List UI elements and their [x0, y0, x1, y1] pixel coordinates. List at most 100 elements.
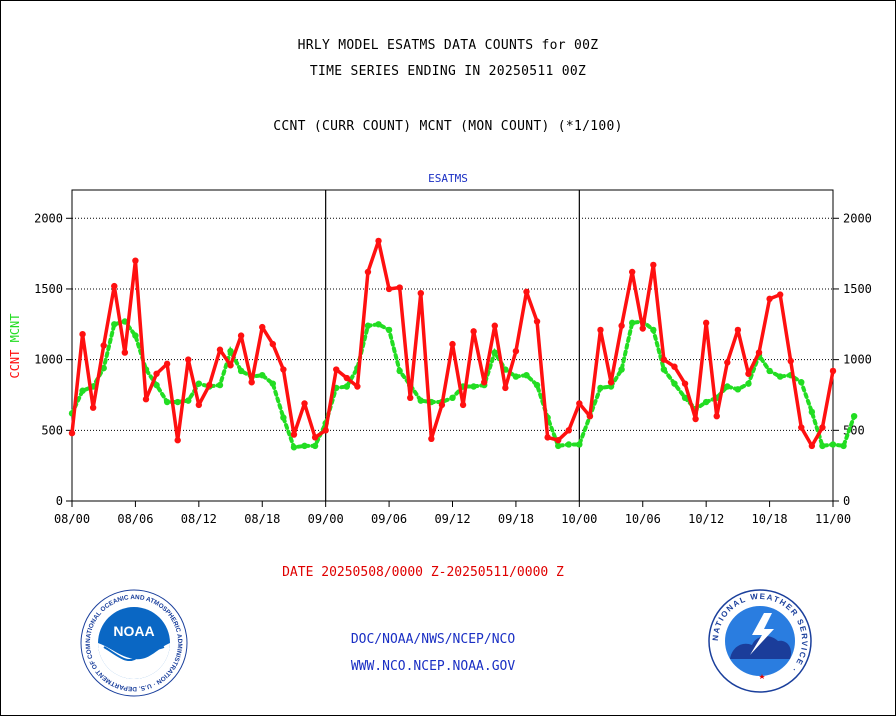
data-point-mcnt	[734, 386, 742, 393]
data-point-ccnt	[280, 366, 287, 373]
data-point-mcnt	[808, 408, 816, 416]
data-point-mcnt	[523, 371, 530, 379]
x-tick-label: 08/18	[244, 512, 280, 526]
data-point-ccnt	[237, 332, 245, 339]
data-point-ccnt	[502, 384, 509, 392]
data-point-ccnt	[79, 330, 86, 338]
data-point-ccnt	[639, 325, 646, 332]
data-point-mcnt	[597, 384, 604, 392]
data-point-ccnt	[100, 342, 107, 349]
data-point-mcnt	[491, 349, 498, 356]
chart-subtitle: CCNT (CURR COUNT) MCNT (MON COUNT) (*1/1…	[273, 119, 623, 134]
noaa-logo-text: NOAA	[113, 623, 154, 639]
data-point-ccnt	[533, 318, 541, 325]
data-point-ccnt	[407, 394, 414, 402]
data-point-ccnt	[333, 366, 340, 373]
data-point-mcnt	[216, 381, 224, 389]
x-tick-label: 10/00	[561, 512, 597, 526]
y-tick-label-right: 1500	[843, 282, 872, 296]
data-point-ccnt	[248, 379, 255, 386]
data-point-ccnt	[449, 340, 456, 348]
data-point-ccnt	[111, 282, 118, 290]
x-tick-label: 08/12	[181, 512, 217, 526]
data-point-ccnt	[618, 322, 625, 329]
x-tick-label: 09/06	[371, 512, 407, 526]
data-point-ccnt	[798, 424, 805, 431]
data-point-ccnt	[787, 357, 794, 365]
x-tick-label: 11/00	[815, 512, 851, 526]
x-tick-label: 08/06	[117, 512, 153, 526]
data-point-mcnt	[227, 347, 234, 355]
data-point-ccnt	[417, 289, 424, 297]
data-point-mcnt	[153, 381, 160, 389]
data-point-ccnt	[354, 383, 361, 390]
data-point-mcnt	[174, 398, 181, 406]
data-point-ccnt	[523, 288, 530, 295]
data-point-ccnt	[459, 401, 467, 409]
data-point-ccnt	[142, 396, 150, 403]
data-point-mcnt	[660, 366, 668, 373]
data-point-ccnt	[808, 442, 816, 450]
y-tick-label: 500	[41, 423, 63, 437]
data-point-ccnt	[597, 326, 604, 334]
y-axis-label: CCNT MCNT	[8, 313, 22, 378]
x-tick-label: 08/00	[54, 512, 90, 526]
data-point-ccnt	[322, 427, 329, 434]
data-point-ccnt	[628, 268, 636, 276]
data-point-mcnt	[850, 412, 858, 420]
noaa-logo: NATIONAL OCEANIC AND ATMOSPHERIC ADMINIS…	[80, 589, 188, 697]
data-point-mcnt	[301, 442, 308, 450]
data-point-ccnt	[195, 401, 203, 409]
data-point-mcnt	[79, 387, 86, 394]
data-point-ccnt	[428, 435, 435, 442]
data-point-ccnt	[692, 415, 699, 423]
date-range: DATE 20250508/0000 Z-20250511/0000 Z	[282, 565, 564, 580]
data-point-mcnt	[671, 380, 678, 387]
y-tick-label: 1500	[34, 282, 63, 296]
data-point-mcnt	[470, 383, 477, 390]
data-point-ccnt	[745, 370, 752, 377]
data-point-ccnt	[89, 404, 97, 411]
data-point-mcnt	[237, 367, 245, 375]
data-point-mcnt	[829, 441, 837, 448]
data-point-ccnt	[660, 356, 668, 363]
data-point-mcnt	[132, 332, 139, 339]
data-point-ccnt	[343, 374, 351, 382]
data-point-mcnt	[195, 380, 203, 387]
data-point-mcnt	[343, 383, 351, 390]
data-point-ccnt	[311, 434, 319, 441]
data-point-mcnt	[290, 444, 298, 451]
data-point-ccnt	[375, 237, 382, 245]
x-tick-label: 09/12	[434, 512, 470, 526]
data-point-ccnt	[713, 412, 720, 420]
data-point-mcnt	[819, 442, 826, 450]
x-tick-label: 10/12	[688, 512, 724, 526]
data-point-mcnt	[554, 442, 562, 450]
data-point-ccnt	[576, 400, 583, 407]
data-point-ccnt	[671, 363, 678, 370]
data-point-mcnt	[259, 371, 266, 379]
data-point-ccnt	[829, 367, 837, 375]
data-point-mcnt	[449, 394, 456, 402]
data-point-mcnt	[745, 380, 752, 387]
data-point-ccnt	[364, 268, 372, 276]
data-point-ccnt	[544, 434, 551, 441]
org-line: DOC/NOAA/NWS/NCEP/NCO	[350, 632, 516, 647]
data-point-mcnt	[776, 373, 784, 380]
data-point-ccnt	[216, 346, 224, 353]
data-point-mcnt	[533, 381, 541, 389]
data-point-ccnt	[481, 379, 488, 386]
data-point-mcnt	[100, 364, 107, 372]
data-point-ccnt	[163, 360, 171, 368]
data-point-ccnt	[68, 429, 76, 437]
data-point-ccnt	[607, 379, 615, 386]
data-point-ccnt	[724, 359, 731, 366]
data-point-ccnt	[734, 326, 742, 334]
y-axis-label-ccnt: CCNT	[8, 342, 22, 378]
data-point-ccnt	[132, 257, 139, 264]
data-point-ccnt	[650, 261, 657, 269]
data-point-ccnt	[396, 284, 403, 291]
data-point-ccnt	[776, 291, 784, 298]
x-tick-label: 10/06	[625, 512, 661, 526]
data-point-ccnt	[755, 349, 763, 356]
